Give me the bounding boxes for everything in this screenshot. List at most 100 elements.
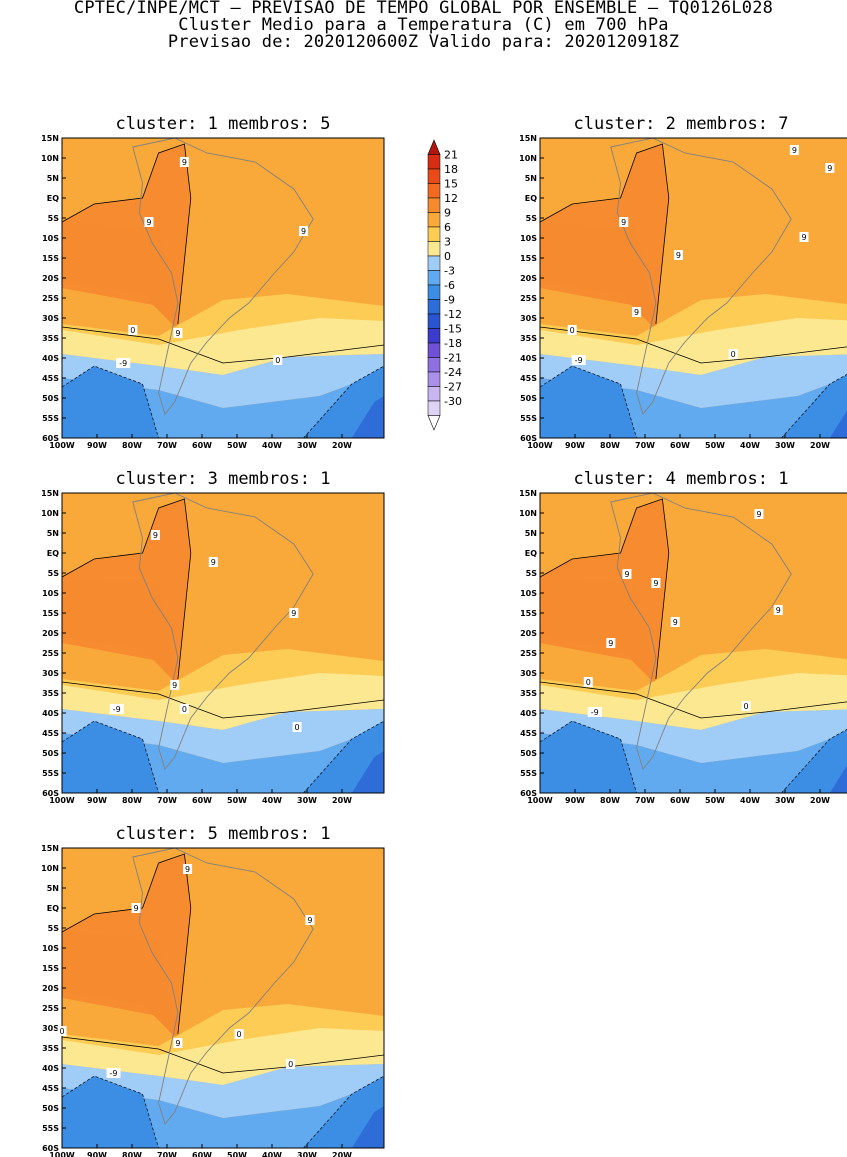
lon-tick-label: 90W bbox=[565, 796, 585, 805]
lat-tick-label: 50S bbox=[520, 394, 537, 403]
lon-tick-label: 60W bbox=[192, 796, 212, 805]
header-line-1: CPTEC/INPE/MCT – PREVISAO DE TEMPO GLOBA… bbox=[73, 0, 774, 18]
lat-tick-label: 60S bbox=[42, 434, 59, 443]
contour-label: 9 bbox=[634, 308, 639, 317]
contour-line-9 bbox=[61, 853, 192, 1035]
contour-label: 9 bbox=[175, 1039, 180, 1048]
lat-tick-label: 20S bbox=[520, 274, 537, 283]
lat-tick-label: 45S bbox=[42, 1084, 59, 1093]
contour-label-box bbox=[179, 157, 189, 167]
contour-label: 9 bbox=[146, 218, 151, 227]
temperature-field-minus9-minus6-west bbox=[62, 366, 159, 438]
lat-tick-label: 5N bbox=[47, 884, 59, 893]
contour-line-minus9-east bbox=[781, 728, 847, 794]
colorbar-box bbox=[427, 371, 441, 387]
lat-tick-label: 50S bbox=[42, 749, 59, 758]
temperature-field-0-3 bbox=[540, 673, 847, 730]
lon-tick-label: 30W bbox=[297, 441, 317, 450]
lon-tick-label: 60W bbox=[670, 441, 690, 450]
panel-title: cluster: 4 membros: 1 bbox=[573, 469, 789, 489]
lon-tick-label: 100W bbox=[49, 441, 75, 450]
colorbar-box bbox=[427, 241, 441, 257]
contour-label: 0 bbox=[288, 1060, 293, 1069]
lat-tick-label: EQ bbox=[525, 549, 537, 558]
contour-line-0 bbox=[61, 1036, 385, 1074]
temperature-field-minus3-0 bbox=[62, 354, 384, 408]
lat-tick-label: 45S bbox=[42, 374, 59, 383]
contour-label: 9 bbox=[301, 227, 306, 236]
contour-label-box bbox=[728, 349, 738, 359]
lon-tick-label: 50W bbox=[227, 796, 247, 805]
lat-tick-label: 15N bbox=[41, 489, 59, 498]
lon-tick-label: 80W bbox=[122, 1151, 142, 1157]
lon-tick-label: 50W bbox=[705, 441, 725, 450]
lat-tick-label: 45S bbox=[520, 374, 537, 383]
lat-tick-label: 60S bbox=[520, 789, 537, 798]
contour-label-box bbox=[208, 557, 218, 567]
colorbar-box bbox=[427, 168, 441, 184]
lon-tick-label: 50W bbox=[705, 796, 725, 805]
contour-label: 0 bbox=[295, 723, 300, 732]
lat-tick-label: 5S bbox=[48, 214, 60, 223]
contour-line-9 bbox=[539, 143, 670, 325]
coastline bbox=[132, 137, 314, 415]
temperature-field-minus9-minus6-west bbox=[62, 1076, 159, 1148]
lat-tick-label: 15S bbox=[42, 609, 59, 618]
lat-tick-label: 55S bbox=[42, 1124, 59, 1133]
contour-label: -9 bbox=[591, 708, 599, 717]
contour-label-box bbox=[109, 704, 124, 714]
temperature-field-minus12-minus9 bbox=[351, 396, 384, 438]
lat-tick-label: 45S bbox=[520, 729, 537, 738]
lat-tick-label: 10N bbox=[519, 509, 537, 518]
colorbar-top-arrow bbox=[427, 139, 441, 155]
lon-tick-label: 100W bbox=[527, 796, 553, 805]
temperature-field-9-12-andes bbox=[540, 144, 669, 330]
lat-tick-label: 10N bbox=[519, 154, 537, 163]
contour-label: 9 bbox=[676, 251, 681, 260]
lon-tick-label: 90W bbox=[87, 441, 107, 450]
contour-label-box bbox=[116, 358, 131, 368]
lon-tick-label: 60W bbox=[192, 441, 212, 450]
lon-tick-label: 40W bbox=[740, 796, 760, 805]
temperature-field-minus9-minus6-west bbox=[540, 721, 637, 793]
lon-tick-label: 90W bbox=[565, 441, 585, 450]
contour-label-box bbox=[144, 217, 154, 227]
lon-tick-label: 60W bbox=[670, 796, 690, 805]
contour-label-box bbox=[622, 569, 632, 579]
lat-tick-label: 35S bbox=[520, 689, 537, 698]
lon-tick-label: 40W bbox=[740, 441, 760, 450]
colorbar-box bbox=[427, 197, 441, 213]
coastline bbox=[610, 137, 792, 415]
lat-tick-label: 40S bbox=[520, 709, 537, 718]
colorbar-label: -21 bbox=[444, 352, 462, 365]
contour-label: 9 bbox=[153, 531, 158, 540]
coastline bbox=[610, 492, 792, 770]
coastline bbox=[132, 847, 314, 1125]
map-panel-1: cluster: 1 membros: 5 15N 10N 5N EQ 5S 10S 15S… bbox=[0, 110, 420, 450]
colorbar-label: 0 bbox=[444, 250, 451, 263]
contour-label-box bbox=[106, 1068, 121, 1078]
contour-label: 9 bbox=[653, 579, 658, 588]
contour-label: 9 bbox=[801, 233, 806, 242]
colorbar-label: -18 bbox=[444, 337, 462, 350]
map-panel-5: cluster: 5 membros: 1 15N 10N 5N EQ 5S 10S 15S… bbox=[0, 820, 420, 1157]
lat-tick-label: 15S bbox=[520, 254, 537, 263]
lat-tick-label: 5N bbox=[47, 174, 59, 183]
lat-tick-label: 40S bbox=[520, 354, 537, 363]
lat-tick-label: 5N bbox=[47, 529, 59, 538]
temperature-field-0-3 bbox=[62, 318, 384, 375]
colorbar-label: -6 bbox=[444, 279, 455, 292]
colorbar-box bbox=[427, 255, 441, 271]
lat-tick-label: 55S bbox=[42, 414, 59, 423]
contour-label: 9 bbox=[608, 639, 613, 648]
temperature-field-minus9-minus6-west bbox=[540, 366, 637, 438]
temperature-field-0-3 bbox=[62, 1028, 384, 1085]
contour-label: 9 bbox=[756, 510, 761, 519]
temperature-field-9-12-andes bbox=[62, 854, 191, 1040]
contour-label: 9 bbox=[307, 916, 312, 925]
contour-label-box bbox=[131, 903, 141, 913]
colorbar-box bbox=[427, 212, 441, 228]
lat-tick-label: 15N bbox=[41, 134, 59, 143]
lat-tick-label: 55S bbox=[520, 414, 537, 423]
lat-tick-label: 20S bbox=[42, 274, 59, 283]
